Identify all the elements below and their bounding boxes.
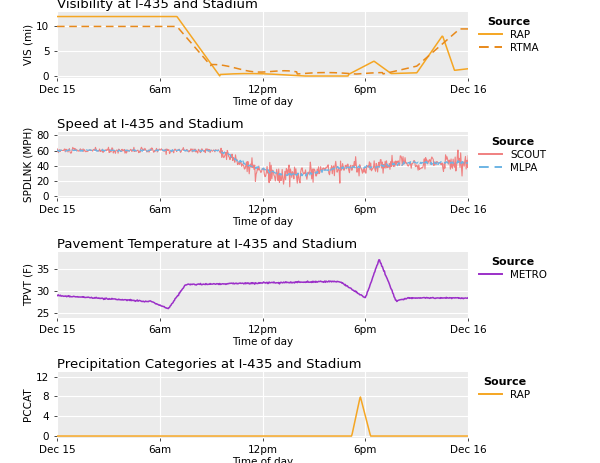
Y-axis label: TPVT (F): TPVT (F) bbox=[23, 263, 34, 306]
Legend: SCOUT, MLPA: SCOUT, MLPA bbox=[479, 137, 546, 173]
Y-axis label: SPDLNK (MPH): SPDLNK (MPH) bbox=[23, 127, 34, 202]
Y-axis label: VIS (mi): VIS (mi) bbox=[23, 24, 34, 65]
X-axis label: Time of day: Time of day bbox=[232, 217, 293, 226]
X-axis label: Time of day: Time of day bbox=[232, 457, 293, 463]
Y-axis label: PCCAT: PCCAT bbox=[23, 388, 34, 421]
Text: Precipitation Categories at I-435 and Stadium: Precipitation Categories at I-435 and St… bbox=[57, 358, 361, 371]
Legend: RAP, RTMA: RAP, RTMA bbox=[479, 17, 539, 53]
Legend: RAP: RAP bbox=[479, 377, 530, 400]
Legend: METRO: METRO bbox=[479, 257, 547, 280]
X-axis label: Time of day: Time of day bbox=[232, 97, 293, 106]
Text: Speed at I-435 and Stadium: Speed at I-435 and Stadium bbox=[57, 118, 244, 131]
Text: Visibility at I-435 and Stadium: Visibility at I-435 and Stadium bbox=[57, 0, 258, 11]
Text: Pavement Temperature at I-435 and Stadium: Pavement Temperature at I-435 and Stadiu… bbox=[57, 238, 357, 251]
X-axis label: Time of day: Time of day bbox=[232, 337, 293, 346]
